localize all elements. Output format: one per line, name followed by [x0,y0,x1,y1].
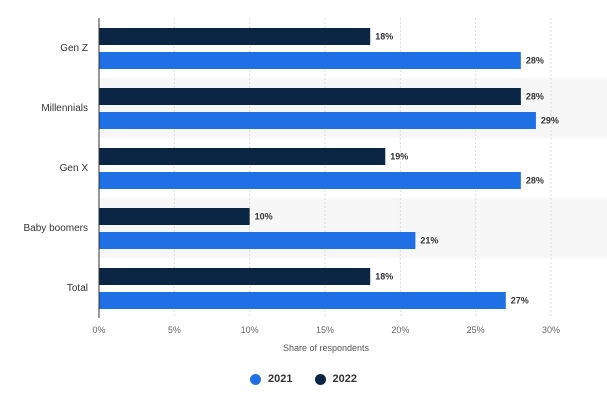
data-label: 18% [375,272,393,282]
data-labels: 18% 28% 19% 10% 18% 28% 29% 28% 21% 27% [255,32,559,306]
bar-2021[interactable] [99,292,506,309]
data-label: 10% [255,212,273,222]
legend-item-2022[interactable]: 2022 [314,373,357,385]
data-label: 19% [390,152,408,162]
x-tick-label: 10% [241,325,259,335]
x-tick-label: 0% [92,325,105,335]
bar-2021[interactable] [99,52,521,69]
bar-2021[interactable] [99,232,416,249]
x-axis-title: Share of respondents [283,343,370,353]
x-tick-label: 15% [316,325,334,335]
data-label: 28% [526,56,544,66]
category-label: Millennials [41,103,88,114]
bar-2022[interactable] [99,148,386,165]
x-tick-label: 20% [391,325,409,335]
data-label: 28% [526,176,544,186]
bar-2022[interactable] [99,268,371,285]
data-label: 18% [375,32,393,42]
legend-swatch-2021 [250,373,262,385]
x-tick-label: 25% [467,325,485,335]
legend-item-2021[interactable]: 2021 [250,373,293,385]
data-label: 28% [526,92,544,102]
bar-2022[interactable] [99,28,371,45]
data-label: 29% [541,116,559,126]
category-labels: Gen Z Millennials Gen X Baby boomers Total [24,43,89,294]
x-tick-label: 30% [542,325,560,335]
legend-label-2021: 2021 [268,373,293,385]
category-label: Baby boomers [24,223,88,234]
legend: 2021 2022 [0,373,607,385]
bar-2022[interactable] [99,88,521,105]
bar-2021[interactable] [99,172,521,189]
bar-2021[interactable] [99,112,536,129]
bars [99,28,536,309]
data-label: 21% [420,236,438,246]
bar-2022[interactable] [99,208,250,225]
category-label: Gen Z [60,43,88,54]
legend-swatch-2022 [314,373,326,385]
x-tick-label: 5% [168,325,181,335]
data-label: 27% [511,296,529,306]
x-tick-labels: 0% 5% 10% 15% 20% 25% 30% [92,325,560,335]
legend-label-2022: 2022 [332,373,357,385]
category-label: Gen X [60,163,89,174]
category-label: Total [67,283,88,294]
